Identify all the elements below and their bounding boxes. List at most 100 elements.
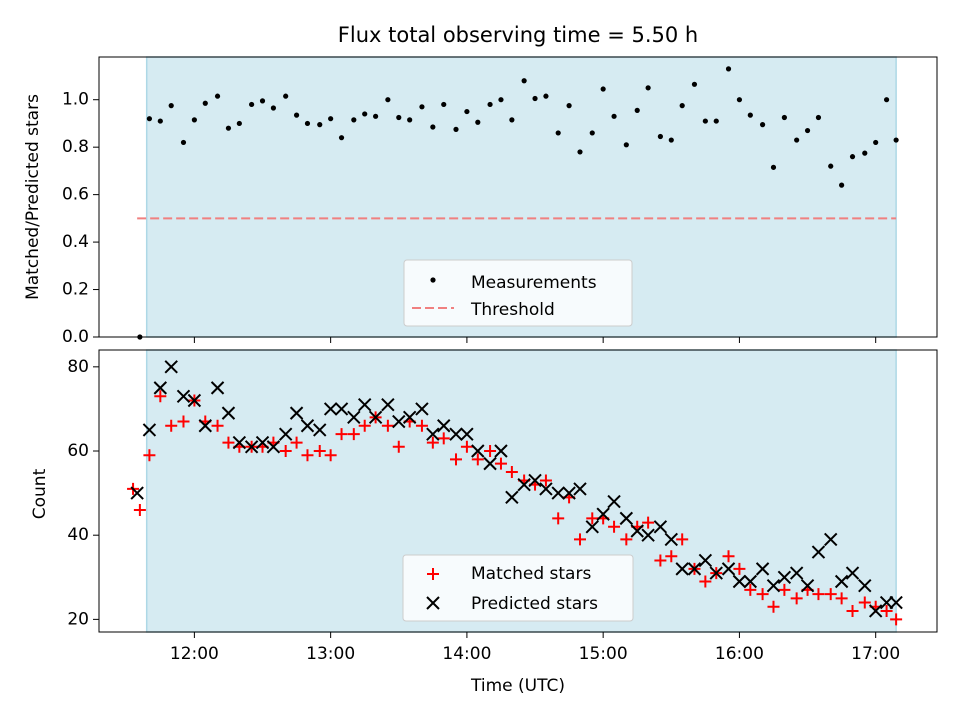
bottom-x-tick-label: 15:00	[579, 644, 628, 664]
matched-star-point	[471, 453, 484, 466]
matched-star-point	[552, 512, 565, 525]
top-y-tick-label: 0.0	[62, 327, 89, 347]
predicted-star-point	[415, 402, 429, 416]
top-y-axis-label: Matched/Predicted stars	[23, 94, 43, 300]
bottom-x-tick-label: 13:00	[306, 644, 355, 664]
predicted-star-point	[494, 444, 508, 458]
x-axis-label: Time (UTC)	[470, 676, 565, 696]
predicted-star-point	[596, 507, 610, 521]
legend-matched-label: Matched stars	[471, 564, 591, 584]
measurement-point	[532, 95, 538, 102]
measurement-point	[396, 114, 402, 121]
predicted-star-point	[300, 419, 315, 433]
top-y-tick-label: 0.2	[62, 280, 89, 300]
matched-star-point	[665, 550, 678, 563]
measurement-point	[304, 120, 311, 127]
predicted-star-point	[858, 578, 872, 593]
matched-star-point	[858, 596, 871, 609]
predicted-star-point	[232, 435, 247, 450]
matched-star-point	[426, 436, 439, 449]
legend-matched-marker	[427, 568, 439, 580]
predicted-star-point	[381, 398, 395, 412]
matched-star-point	[415, 419, 428, 432]
predicted-star-point	[539, 482, 553, 496]
predicted-star-point	[789, 566, 804, 580]
measurement-point	[521, 78, 527, 84]
predicted-star-point	[641, 528, 655, 542]
predicted-star-point	[664, 532, 679, 547]
predicted-star-point	[483, 456, 497, 471]
matched-star-point	[437, 432, 450, 445]
matched-star-point	[358, 419, 371, 432]
measurement-point	[849, 154, 856, 160]
predicted-star-point	[528, 473, 542, 488]
measurement-point	[794, 137, 800, 143]
matched-star-point	[880, 604, 893, 617]
predicted-star-point	[334, 402, 349, 416]
measurement-point	[623, 142, 629, 148]
predicted-star-point	[687, 562, 702, 576]
measurement-point	[419, 104, 425, 110]
measurement-point	[725, 66, 732, 72]
matched-star-point	[450, 453, 463, 466]
legend-threshold-label: Threshold	[470, 300, 555, 320]
predicted-star-point	[721, 562, 736, 576]
predicted-star-point	[437, 419, 451, 433]
matched-star-point	[165, 419, 178, 432]
matched-star-point	[608, 520, 621, 533]
measurement-point	[487, 101, 493, 108]
matched-stars-points	[127, 390, 903, 626]
predicted-star-point	[630, 524, 644, 538]
matched-star-point	[620, 533, 633, 546]
predicted-star-point	[357, 398, 372, 412]
measurement-point	[645, 85, 651, 91]
matched-star-point	[722, 550, 735, 563]
matched-star-point	[890, 613, 903, 626]
top-legend-box	[403, 259, 633, 327]
measurement-point	[259, 98, 266, 104]
measurement-point	[351, 117, 357, 123]
bottom-y-axis-label: Count	[30, 468, 50, 519]
figure-title: Flux total observing time = 5.50 h	[338, 23, 698, 47]
measurement-point	[146, 116, 153, 122]
bottom-y-axis-ticks: 20 40 60 80	[67, 357, 99, 629]
matched-star-point	[846, 604, 859, 617]
top-panel: 0.0 0.2 0.4 0.6 0.8 1.0 Matched/Predicted sta…	[23, 56, 938, 347]
top-y-axis-ticks: 0.0 0.2 0.4 0.6 0.8 1.0	[62, 90, 99, 347]
measurement-point	[249, 101, 255, 108]
predicted-star-point	[517, 477, 531, 492]
predicted-star-point	[142, 423, 157, 437]
matched-star-point	[539, 474, 552, 487]
predicted-star-point	[824, 532, 838, 547]
matched-star-point	[460, 440, 473, 453]
measurement-point	[338, 135, 345, 141]
predicted-star-point	[471, 444, 485, 458]
bottom-x-tick-label: 16:00	[715, 644, 764, 664]
matched-star-point	[143, 449, 156, 462]
predicted-star-point	[675, 562, 689, 576]
matched-star-point	[505, 466, 518, 479]
predicted-star-point	[505, 490, 519, 505]
predicted-star-point	[562, 486, 576, 500]
measurement-point	[441, 101, 447, 108]
predicted-star-point	[800, 578, 815, 593]
matched-star-point	[392, 440, 405, 453]
measurement-point	[317, 122, 323, 128]
measurement-point	[679, 103, 685, 109]
measurement-point	[362, 111, 368, 117]
measurement-point	[566, 103, 572, 109]
predicted-star-point	[766, 578, 781, 593]
predicted-star-point	[313, 423, 327, 437]
measurement-point	[893, 137, 899, 143]
matched-star-point	[733, 562, 746, 575]
measurement-point	[634, 107, 640, 113]
predicted-stars-points	[130, 360, 903, 618]
predicted-star-point	[402, 410, 417, 425]
measurement-point	[883, 97, 890, 103]
measurement-point	[873, 139, 879, 146]
measurement-point	[747, 112, 753, 118]
matched-star-point	[835, 592, 848, 605]
matched-star-point	[699, 575, 712, 588]
measurement-point	[543, 93, 549, 99]
